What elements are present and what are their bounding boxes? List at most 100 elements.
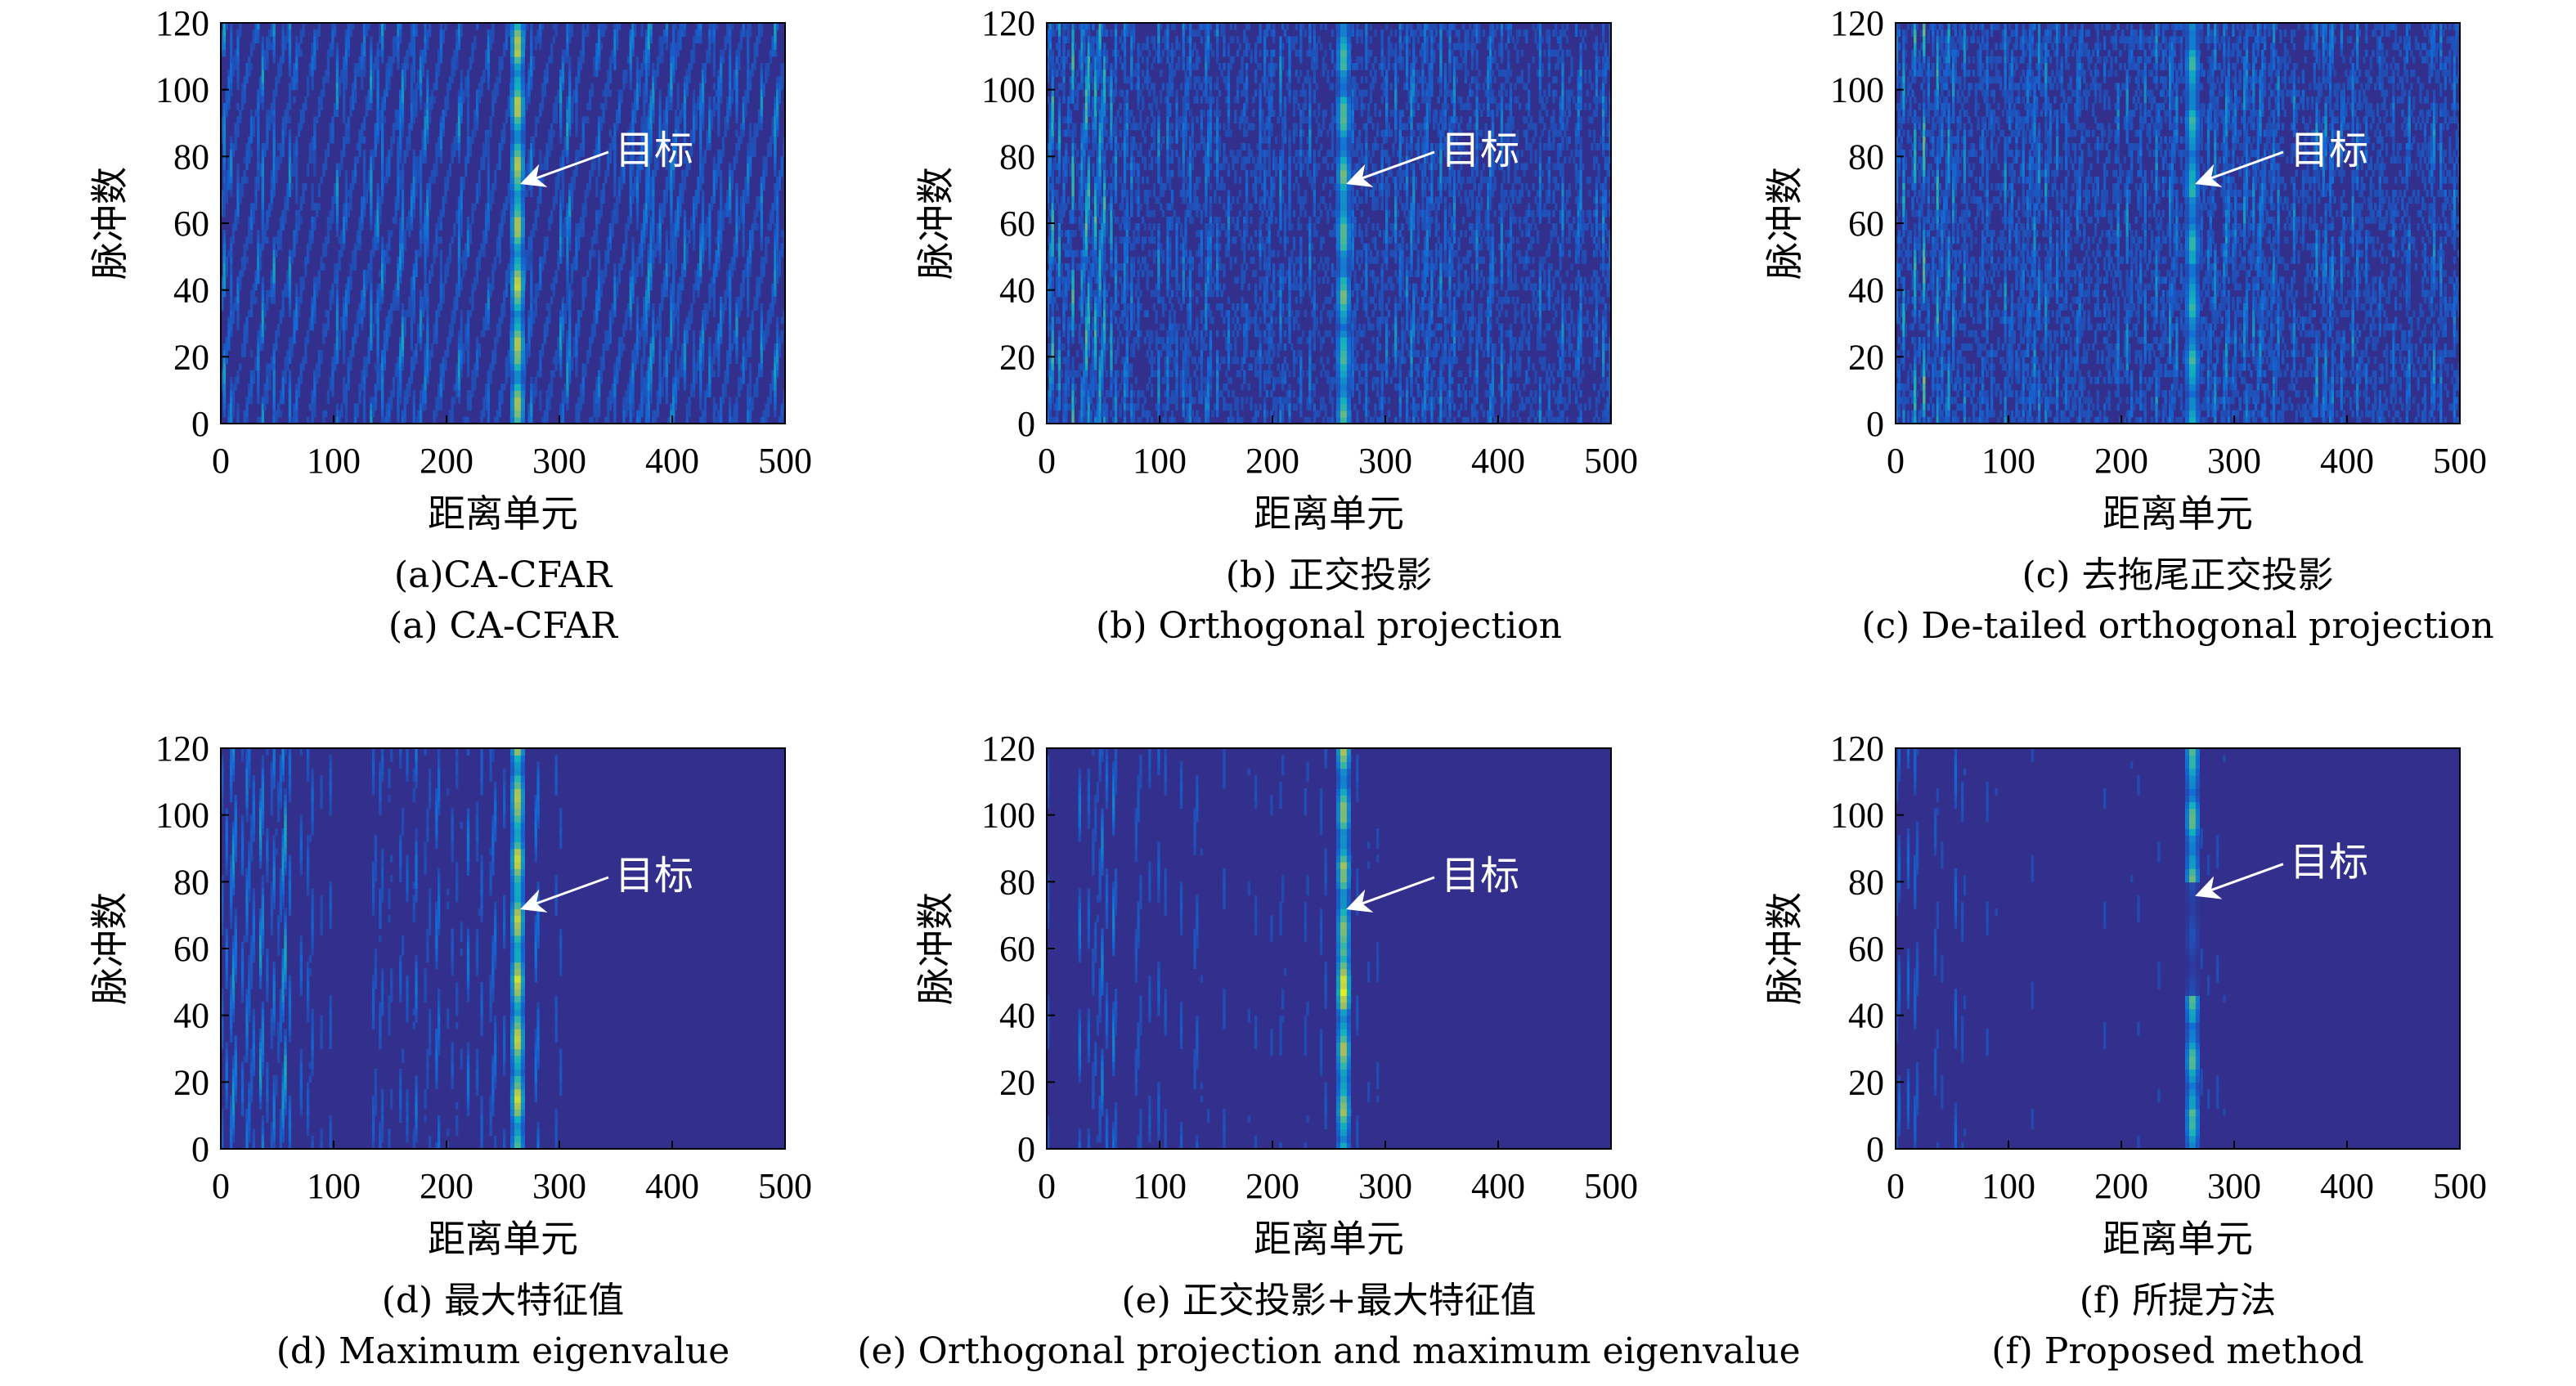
heatmap-cell bbox=[272, 129, 276, 137]
heatmap-cell bbox=[729, 416, 732, 424]
heatmap-cell bbox=[566, 370, 569, 378]
heatmap-cell bbox=[460, 336, 463, 344]
heatmap-cell bbox=[326, 230, 330, 237]
heatmap-cell bbox=[662, 203, 666, 211]
heatmap-cell bbox=[444, 357, 447, 365]
heatmap-cell bbox=[435, 156, 438, 164]
heatmap-cell bbox=[460, 203, 463, 211]
heatmap-cell bbox=[370, 83, 373, 91]
heatmap-cell bbox=[272, 249, 276, 258]
heatmap-cell bbox=[599, 209, 604, 218]
heatmap-cell bbox=[653, 169, 657, 177]
heatmap-cell bbox=[493, 176, 497, 184]
heatmap-cell bbox=[356, 243, 359, 251]
heatmap-cell bbox=[240, 183, 245, 191]
heatmap-cell bbox=[541, 416, 545, 424]
heatmap-cell bbox=[297, 223, 301, 231]
heatmap-cell bbox=[338, 163, 341, 171]
heatmap-cell bbox=[399, 123, 402, 131]
heatmap-cell bbox=[335, 56, 339, 64]
heatmap-cell bbox=[545, 390, 549, 397]
heatmap-cell bbox=[437, 136, 441, 144]
heatmap-cell bbox=[665, 143, 669, 150]
heatmap-cell bbox=[679, 296, 682, 304]
heatmap-cell bbox=[462, 270, 465, 277]
heatmap-cell bbox=[234, 209, 237, 218]
heatmap-cell bbox=[699, 136, 702, 144]
heatmap-cell bbox=[672, 230, 675, 237]
heatmap-cell bbox=[652, 96, 655, 104]
heatmap-cell bbox=[566, 263, 569, 271]
heatmap-cell bbox=[545, 143, 549, 150]
heatmap-cell bbox=[388, 163, 391, 171]
heatmap-cell bbox=[706, 310, 709, 317]
heatmap-cell bbox=[406, 310, 409, 317]
heatmap-cell bbox=[590, 243, 594, 251]
heatmap-cell bbox=[376, 89, 379, 97]
heatmap-cell bbox=[500, 63, 504, 70]
heatmap-cell bbox=[593, 150, 596, 157]
heatmap-cell bbox=[421, 384, 424, 391]
heatmap-cell bbox=[412, 263, 415, 271]
heatmap-cell bbox=[631, 350, 635, 357]
heatmap-cell bbox=[236, 370, 240, 378]
heatmap-cell bbox=[622, 243, 626, 251]
heatmap-cell bbox=[426, 289, 429, 298]
heatmap-cell bbox=[672, 289, 675, 298]
heatmap-cell bbox=[604, 89, 608, 97]
heatmap-cell bbox=[261, 303, 265, 311]
heatmap-cell bbox=[674, 123, 678, 131]
heatmap-cell bbox=[706, 216, 709, 224]
heatmap-cell bbox=[595, 384, 599, 391]
heatmap-cell bbox=[266, 36, 269, 44]
heatmap-cell bbox=[701, 169, 705, 177]
heatmap-cell bbox=[701, 209, 705, 218]
heatmap-cell bbox=[688, 310, 691, 317]
heatmap-cell bbox=[304, 336, 307, 344]
heatmap-cell bbox=[437, 303, 441, 311]
heatmap-cell bbox=[658, 310, 662, 317]
heatmap-cell bbox=[599, 370, 604, 378]
heatmap-cell bbox=[453, 384, 456, 391]
heatmap-cell bbox=[439, 276, 443, 285]
heatmap-cell bbox=[599, 363, 604, 371]
heatmap-cell bbox=[500, 136, 504, 144]
heatmap-cell bbox=[331, 203, 334, 211]
heatmap-cell bbox=[272, 36, 276, 44]
heatmap-cell bbox=[644, 116, 648, 124]
heatmap-cell bbox=[577, 156, 581, 164]
heatmap-cell bbox=[491, 196, 495, 204]
heatmap-cell bbox=[399, 230, 402, 237]
heatmap-cell bbox=[231, 390, 236, 397]
heatmap-cell bbox=[344, 397, 348, 405]
heatmap-cell bbox=[388, 256, 391, 264]
heatmap-cell bbox=[299, 36, 303, 44]
heatmap-cell bbox=[631, 116, 635, 124]
heatmap-cell bbox=[221, 384, 224, 391]
heatmap-cell bbox=[559, 203, 563, 211]
heatmap-cell bbox=[392, 384, 396, 391]
heatmap-cell bbox=[608, 336, 613, 344]
heatmap-cell bbox=[243, 263, 246, 271]
heatmap-cell bbox=[640, 70, 644, 77]
heatmap-cell bbox=[331, 123, 334, 131]
heatmap-cell bbox=[356, 236, 359, 244]
heatmap-cell bbox=[541, 103, 545, 110]
heatmap-cell bbox=[631, 376, 635, 384]
heatmap-cell bbox=[410, 183, 414, 191]
heatmap-cell bbox=[681, 23, 684, 30]
heatmap-cell bbox=[320, 103, 323, 110]
heatmap-cell bbox=[417, 169, 420, 177]
heatmap-cell bbox=[640, 230, 644, 237]
heatmap-cell bbox=[464, 76, 468, 84]
heatmap-cell bbox=[231, 303, 236, 311]
heatmap-cell bbox=[561, 150, 565, 157]
heatmap-cell bbox=[706, 230, 709, 237]
heatmap-cell bbox=[631, 256, 635, 264]
heatmap-cell bbox=[608, 403, 613, 411]
heatmap-cell bbox=[568, 330, 572, 338]
heatmap-cell bbox=[426, 89, 429, 97]
heatmap-cell bbox=[487, 403, 491, 411]
heatmap-cell bbox=[439, 216, 443, 224]
heatmap-cell bbox=[367, 343, 370, 351]
